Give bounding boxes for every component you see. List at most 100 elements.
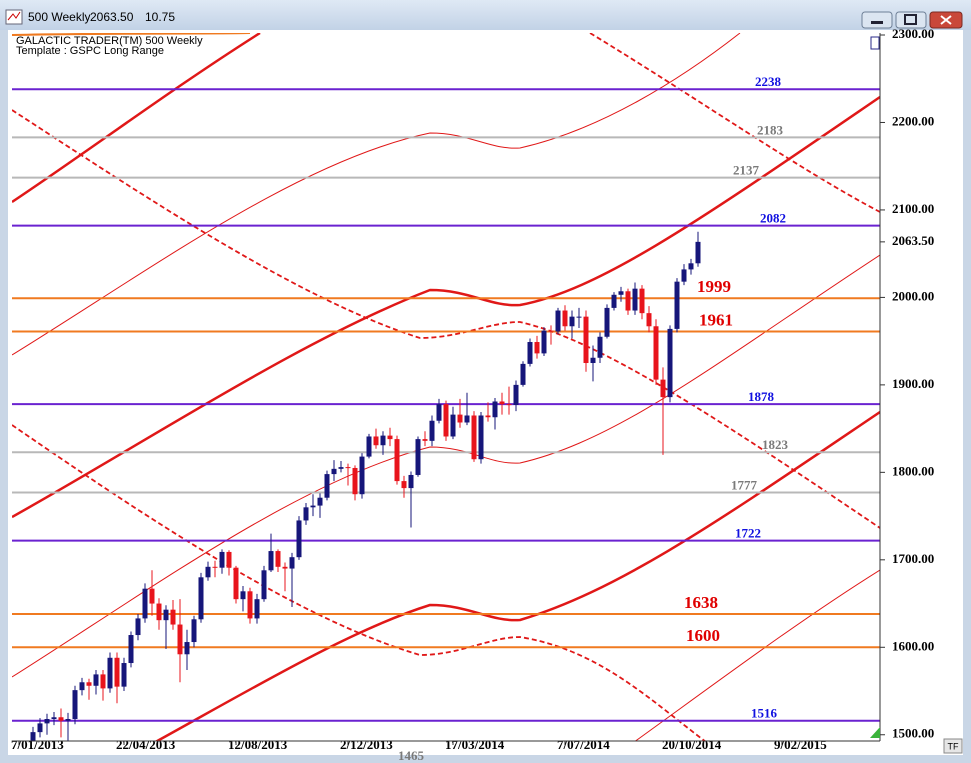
candle-body bbox=[667, 328, 673, 398]
app-icon bbox=[5, 9, 23, 25]
candle-body bbox=[590, 357, 596, 364]
candle-body bbox=[429, 420, 435, 441]
candle-body bbox=[576, 316, 582, 318]
candle-body bbox=[660, 379, 666, 398]
candle-body bbox=[72, 690, 78, 720]
candle-body bbox=[212, 566, 218, 568]
candle-body bbox=[366, 436, 372, 457]
minimize-button[interactable] bbox=[861, 11, 893, 29]
app-icon-glyph bbox=[7, 11, 21, 21]
candle-body bbox=[268, 551, 274, 571]
candle-body bbox=[219, 551, 225, 568]
candle-body bbox=[618, 291, 624, 295]
candle-body bbox=[149, 588, 155, 604]
x-tick-label: 7/01/2013 bbox=[11, 737, 64, 752]
candle-body bbox=[44, 719, 50, 724]
title-bar bbox=[0, 0, 971, 30]
window-title: 500 Weekly bbox=[28, 10, 90, 24]
candle-body bbox=[163, 609, 169, 621]
candle-body bbox=[534, 342, 540, 354]
close-glyph bbox=[940, 15, 952, 25]
x-tick-label: 12/08/2013 bbox=[228, 737, 288, 752]
candle-body bbox=[506, 404, 512, 406]
y-tick-label: 1900.00 bbox=[892, 376, 934, 391]
candle-body bbox=[499, 401, 505, 405]
candle-body bbox=[58, 717, 64, 721]
level-label: 1823 bbox=[762, 437, 789, 452]
candle-body bbox=[443, 404, 449, 437]
candle-body bbox=[597, 336, 603, 358]
x-tick-label: 22/04/2013 bbox=[116, 737, 176, 752]
candle-body bbox=[422, 439, 428, 441]
candle-body bbox=[583, 316, 589, 364]
tf-button[interactable] bbox=[943, 738, 963, 754]
channel-curve bbox=[12, 95, 880, 519]
level-label: 1722 bbox=[735, 526, 761, 541]
candle-body bbox=[86, 682, 92, 686]
level-label: 2082 bbox=[760, 211, 786, 226]
level-label: 1961 bbox=[699, 310, 733, 329]
candle-body bbox=[177, 624, 183, 655]
minimize-glyph bbox=[871, 21, 883, 24]
candle-body bbox=[408, 474, 414, 489]
candle-body bbox=[303, 507, 309, 521]
level-label: 1516 bbox=[751, 706, 778, 721]
candle-body bbox=[100, 674, 106, 689]
candle-body bbox=[555, 310, 561, 332]
candle-body bbox=[121, 663, 127, 687]
candle-body bbox=[373, 436, 379, 446]
candle-body bbox=[170, 609, 176, 625]
candle-body bbox=[674, 281, 680, 329]
candle-body bbox=[632, 288, 638, 311]
candle-body bbox=[282, 566, 288, 569]
candle-body bbox=[37, 723, 43, 733]
candle-body bbox=[191, 619, 197, 643]
candle-body bbox=[198, 577, 204, 620]
last-price-label: 2063.50 bbox=[892, 233, 934, 248]
candle-body bbox=[254, 599, 260, 619]
y-tick-label: 1700.00 bbox=[892, 551, 934, 566]
scale-marker bbox=[870, 36, 880, 50]
candle-body bbox=[688, 263, 694, 270]
candle-body bbox=[569, 316, 575, 327]
candle-body bbox=[604, 307, 610, 337]
candle-body bbox=[541, 330, 547, 354]
dashed-curve bbox=[12, 109, 880, 529]
window-change: 10.75 bbox=[145, 10, 175, 24]
dashed-curve bbox=[589, 33, 880, 213]
candle-body bbox=[156, 603, 162, 621]
candle-body bbox=[359, 456, 365, 495]
candle-body bbox=[205, 566, 211, 578]
candle-body bbox=[128, 635, 134, 664]
candle-body bbox=[65, 719, 71, 721]
restore-button[interactable] bbox=[895, 11, 927, 29]
candle-body bbox=[471, 415, 477, 460]
x-tick-label: 17/03/2014 bbox=[445, 737, 505, 752]
candle-body bbox=[261, 570, 267, 600]
candle-body bbox=[240, 591, 246, 600]
y-tick-label: 2100.00 bbox=[892, 201, 934, 216]
candle-body bbox=[401, 481, 407, 489]
candle-body bbox=[548, 330, 554, 332]
candle-body bbox=[611, 294, 617, 308]
candle-body bbox=[93, 674, 99, 686]
candle-body bbox=[352, 467, 358, 495]
candle-body bbox=[317, 497, 323, 506]
candle-body bbox=[142, 588, 148, 619]
candle-body bbox=[527, 342, 533, 364]
orange-curve bbox=[12, 33, 251, 36]
channel-curve bbox=[12, 33, 741, 356]
candle-body bbox=[338, 467, 344, 469]
candle-body bbox=[107, 657, 113, 689]
x-tick-label: 9/02/2015 bbox=[774, 737, 827, 752]
y-tick-label: 2200.00 bbox=[892, 113, 934, 128]
candle-body bbox=[485, 415, 491, 418]
level-label: 1777 bbox=[731, 477, 758, 492]
candle-body bbox=[296, 520, 302, 558]
level-label: 1638 bbox=[684, 593, 718, 612]
corner-marker bbox=[870, 727, 880, 738]
candle-body bbox=[380, 435, 386, 446]
candle-body bbox=[562, 310, 568, 327]
candle-body bbox=[247, 591, 253, 619]
